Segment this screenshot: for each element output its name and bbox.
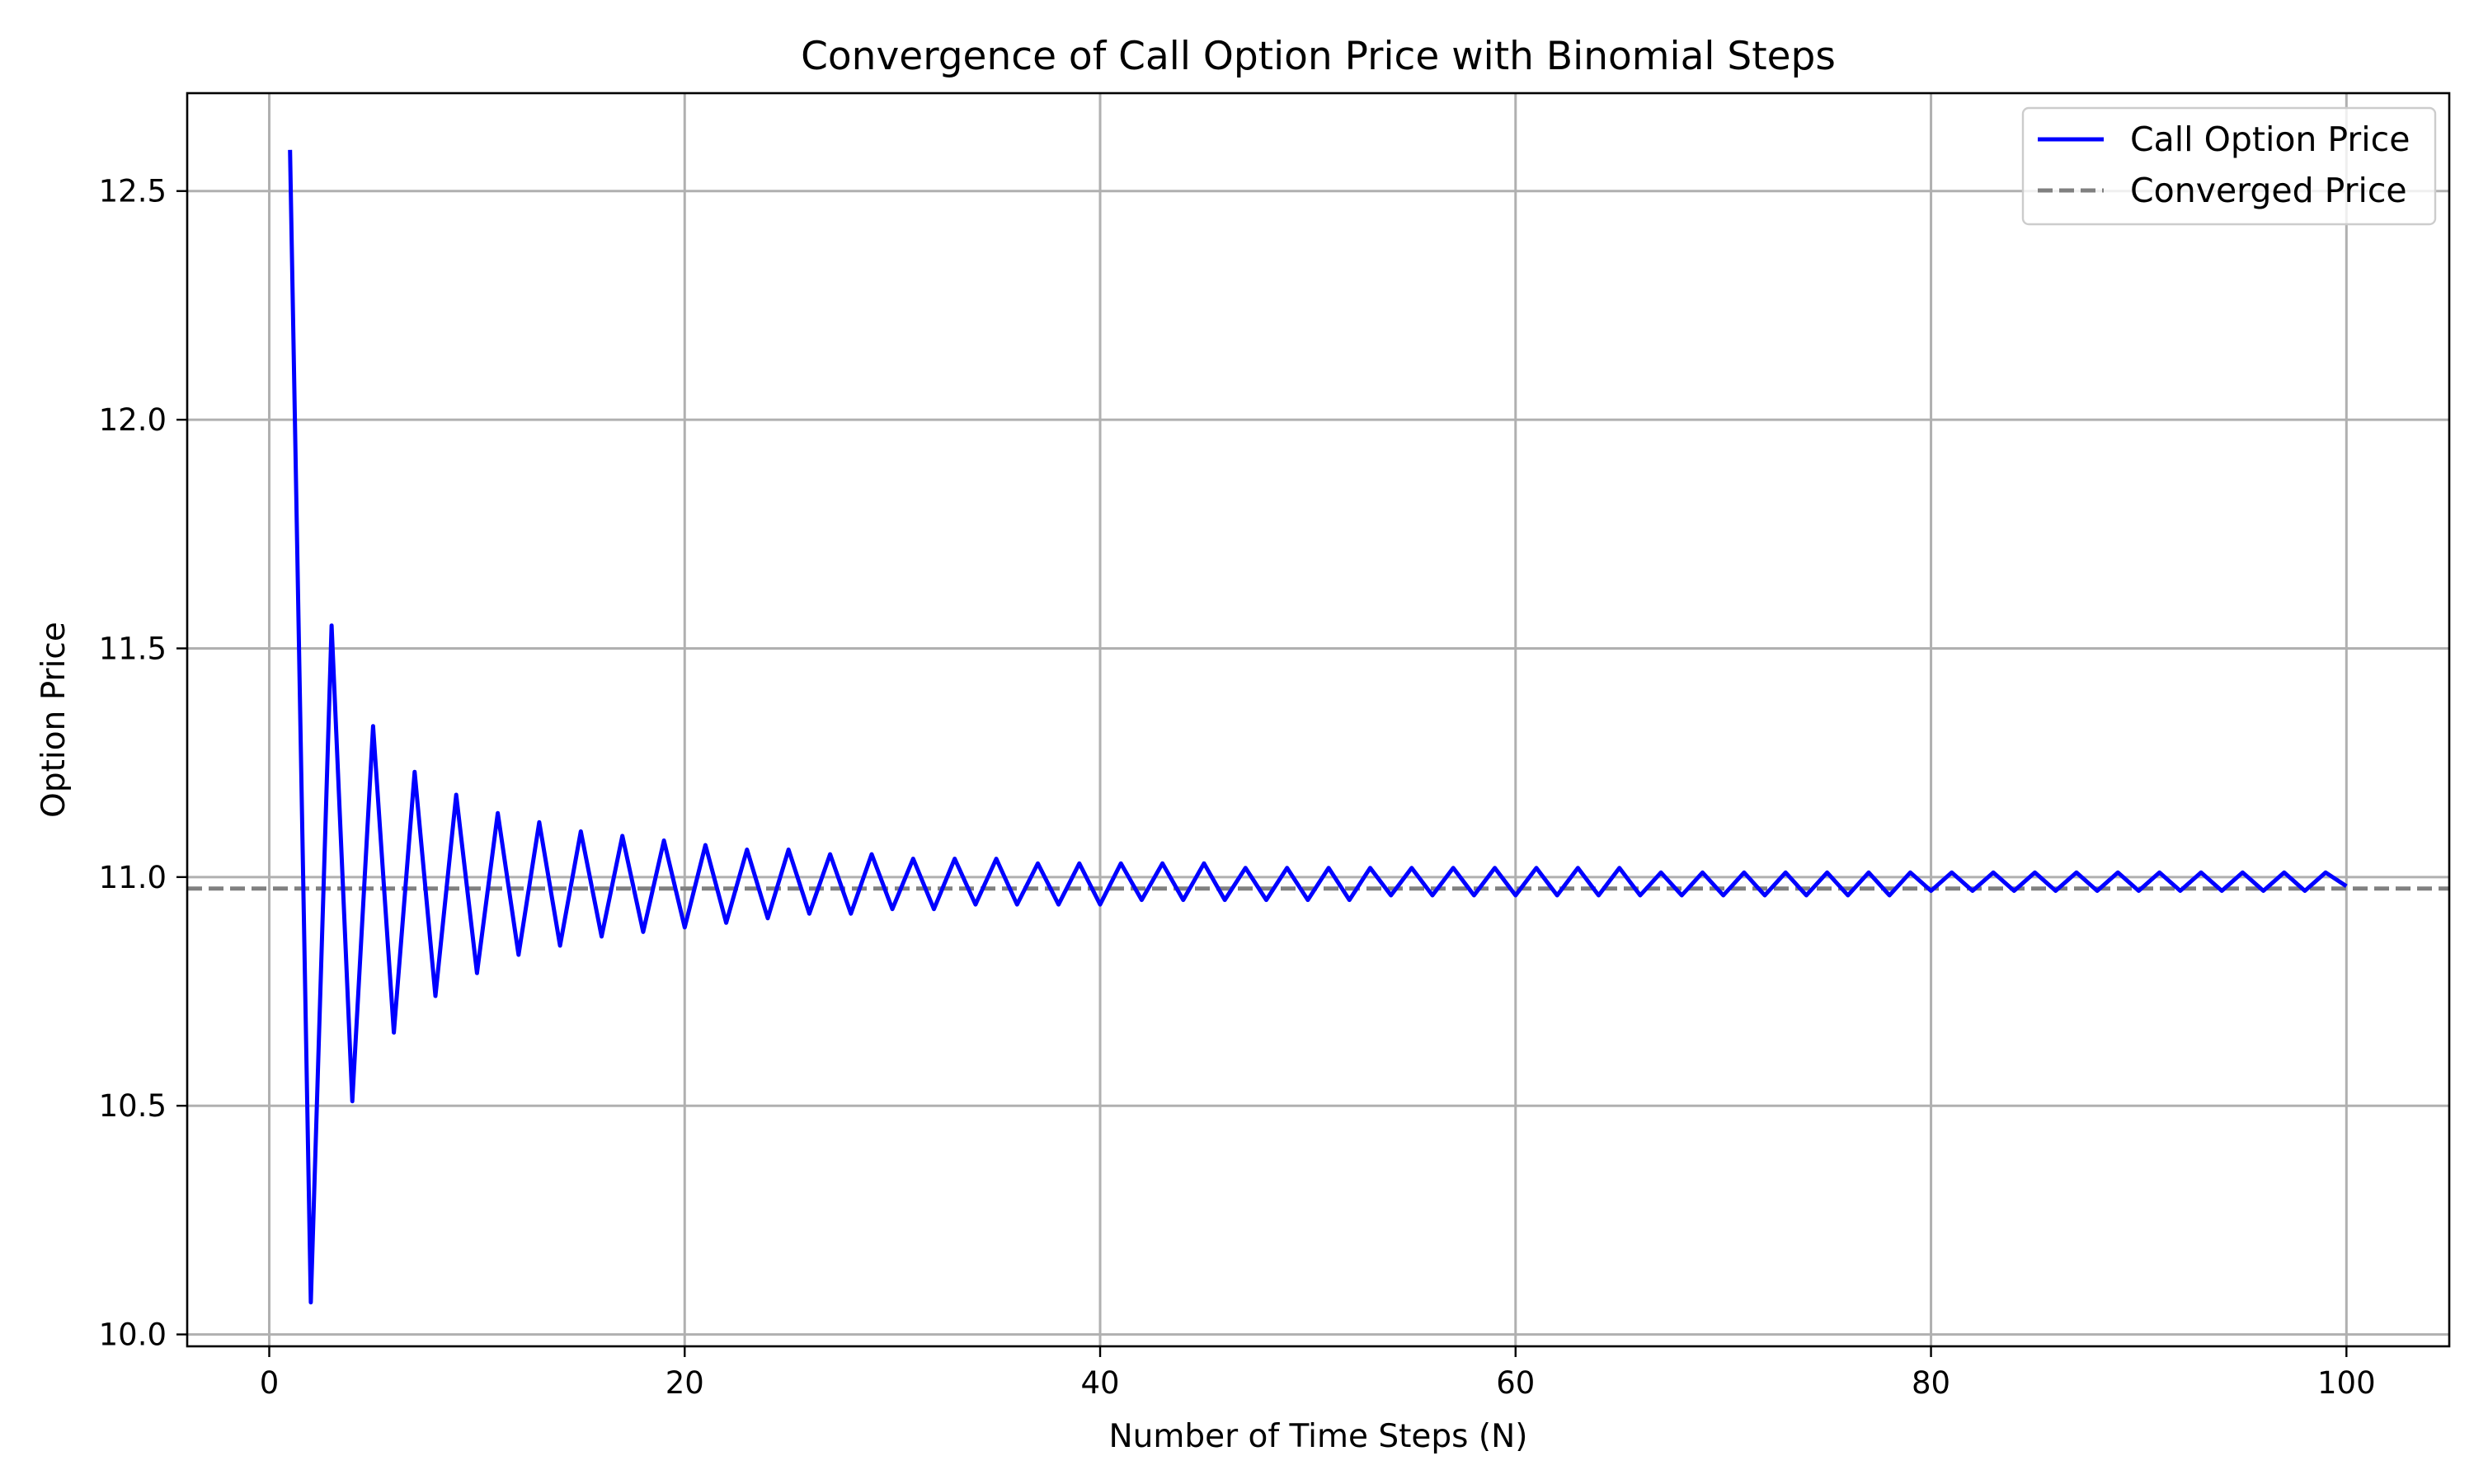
call-option-price-line <box>288 149 2348 1305</box>
legend-label-converged-price: Converged Price <box>2130 171 2407 210</box>
x-axis-label: Number of Time Steps (N) <box>1108 1418 1527 1455</box>
x-tick-label: 20 <box>666 1365 704 1401</box>
chart-title: Convergence of Call Option Price with Bi… <box>801 34 1836 79</box>
x-tick-label: 100 <box>2317 1365 2376 1401</box>
y-tick-label: 11.0 <box>99 860 167 895</box>
legend-box <box>2021 106 2437 226</box>
y-axis-label: Option Price <box>35 622 73 818</box>
legend: Call Option Price Converged Price <box>2021 106 2437 226</box>
y-tick-label: 11.5 <box>99 631 167 666</box>
x-tick-label: 40 <box>1080 1365 1119 1401</box>
x-tick-label: 60 <box>1496 1365 1535 1401</box>
y-tick-label: 10.5 <box>99 1088 167 1124</box>
series-layer <box>187 149 2449 1305</box>
plot-frame <box>186 92 2451 1348</box>
y-tick-label: 10.0 <box>99 1317 167 1353</box>
x-tick-label: 0 <box>260 1365 280 1401</box>
x-tick-label: 80 <box>1912 1365 1950 1401</box>
y-tick-label: 12.0 <box>99 402 167 438</box>
y-tick-label: 12.5 <box>99 174 167 209</box>
grid-layer <box>187 93 2449 1346</box>
legend-label-call-option-price: Call Option Price <box>2130 120 2410 159</box>
ticks-layer: 0 20 40 60 80 100 10.0 10.5 11.0 11.5 12.0 12.5 <box>99 174 2376 1401</box>
